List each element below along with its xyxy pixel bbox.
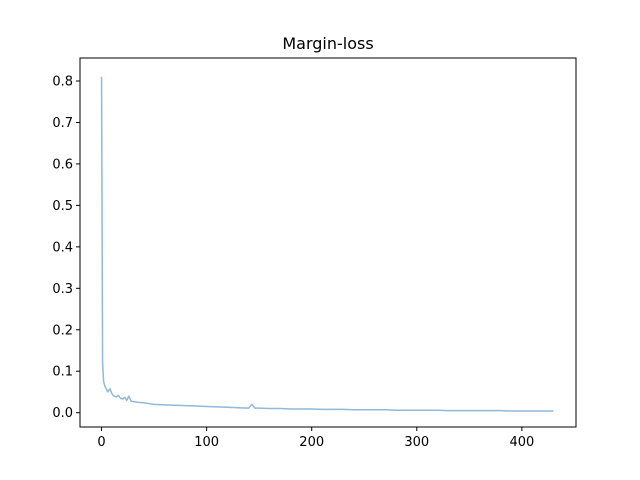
chart-title: Margin-loss [282,34,373,53]
x-tick-label: 300 [404,435,429,450]
y-tick-label: 0.6 [52,157,73,172]
x-tick-label: 200 [299,435,324,450]
y-tick-label: 0.5 [52,199,73,214]
series-line-1 [100,76,554,412]
x-tick-label: 400 [509,435,534,450]
x-axis: 0 100 200 300 400 [97,427,534,450]
y-tick-label: 0.3 [52,282,73,297]
x-tick-label: 100 [194,435,219,450]
y-tick-label: 0.2 [52,323,73,338]
x-tick-label: 0 [97,435,105,450]
series-layer [100,76,554,412]
plot-frame [79,57,577,428]
y-axis: 0.0 0.1 0.2 0.3 0.4 0.5 0.6 0.7 0.8 [52,75,80,421]
y-tick-label: 0.4 [52,240,73,255]
y-tick-label: 0.7 [52,116,73,131]
y-tick-label: 0.8 [52,75,73,90]
y-tick-label: 0.0 [52,406,73,421]
y-tick-label: 0.1 [52,365,73,380]
